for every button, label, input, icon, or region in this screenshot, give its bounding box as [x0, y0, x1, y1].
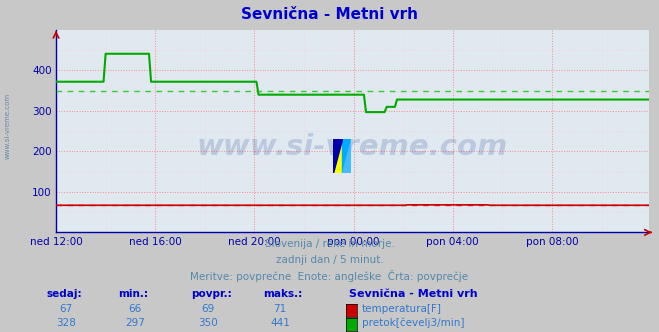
Bar	[333, 139, 342, 173]
Text: povpr.:: povpr.:	[191, 289, 232, 299]
Text: 67: 67	[59, 304, 72, 314]
Text: www.si-vreme.com: www.si-vreme.com	[197, 133, 508, 161]
Text: maks.:: maks.:	[264, 289, 303, 299]
Text: Slovenija / reke in morje.: Slovenija / reke in morje.	[264, 239, 395, 249]
Text: Sevnična - Metni vrh: Sevnična - Metni vrh	[349, 289, 478, 299]
Text: pretok[čevelj3/min]: pretok[čevelj3/min]	[362, 317, 465, 328]
Text: min.:: min.:	[119, 289, 149, 299]
Text: 71: 71	[273, 304, 287, 314]
Text: zadnji dan / 5 minut.: zadnji dan / 5 minut.	[275, 255, 384, 265]
Polygon shape	[342, 139, 351, 173]
Text: 297: 297	[125, 318, 145, 328]
Text: 441: 441	[270, 318, 290, 328]
Text: 328: 328	[56, 318, 76, 328]
Bar	[342, 139, 351, 173]
Text: Sevnična - Metni vrh: Sevnična - Metni vrh	[241, 7, 418, 23]
Text: www.si-vreme.com: www.si-vreme.com	[5, 93, 11, 159]
Text: 66: 66	[129, 304, 142, 314]
Text: sedaj:: sedaj:	[46, 289, 82, 299]
Text: Meritve: povprečne  Enote: angleške  Črta: povprečje: Meritve: povprečne Enote: angleške Črta:…	[190, 270, 469, 282]
Text: temperatura[F]: temperatura[F]	[362, 304, 442, 314]
Polygon shape	[333, 139, 342, 173]
Text: 69: 69	[201, 304, 214, 314]
Text: 350: 350	[198, 318, 217, 328]
